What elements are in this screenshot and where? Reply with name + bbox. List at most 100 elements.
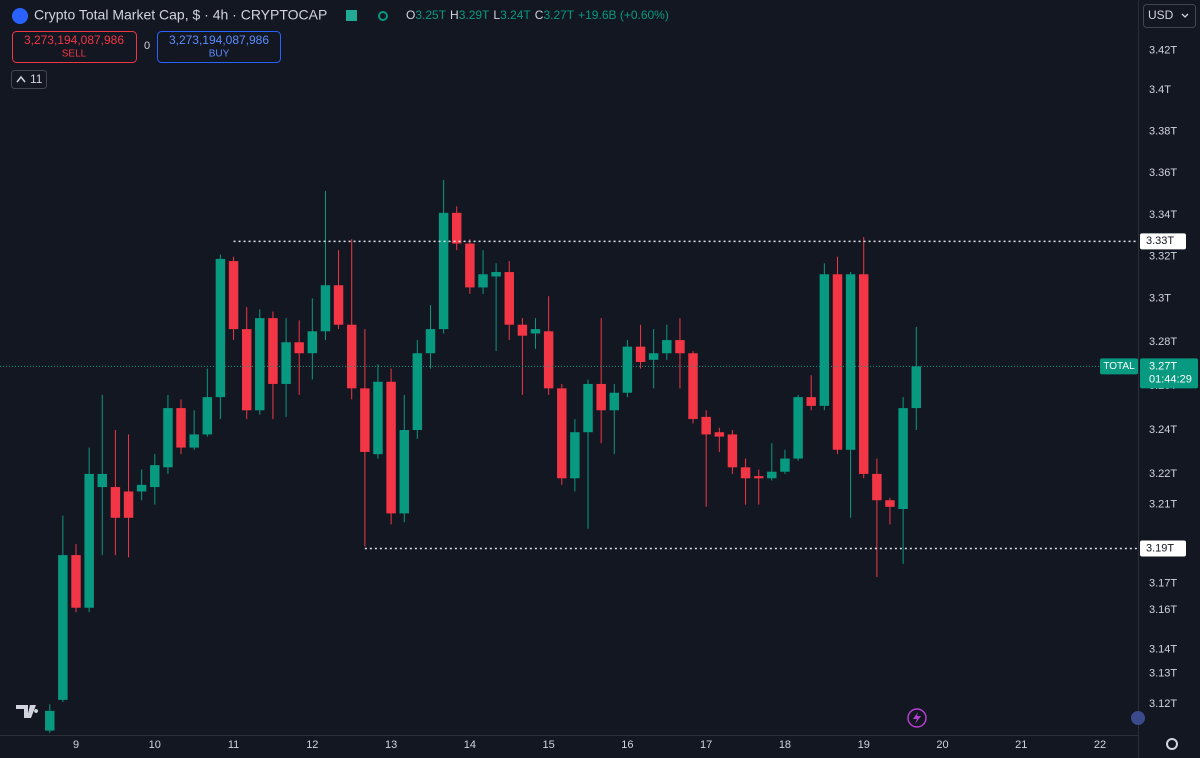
x-tick-label: 14	[464, 739, 476, 751]
symbol-label: TOTAL	[1103, 361, 1135, 372]
candle-body	[858, 274, 869, 474]
chevron-icon	[16, 75, 26, 83]
candle-body	[714, 432, 725, 437]
candle-body	[58, 555, 68, 700]
candle-body	[635, 346, 646, 363]
region-icon[interactable]	[1131, 711, 1145, 725]
candle-body	[150, 465, 160, 488]
settings-icon[interactable]	[1166, 738, 1178, 750]
candle-body	[386, 381, 396, 514]
candle-body	[176, 408, 186, 448]
x-tick-label: 22	[1094, 739, 1106, 751]
ohlc-value: 3.27T	[543, 8, 574, 22]
candle-body	[740, 467, 751, 479]
candle-body	[268, 318, 278, 384]
ohlc-key: H	[450, 8, 459, 22]
sell-price: 3,273,194,087,986	[24, 33, 124, 47]
candle-body	[163, 408, 173, 468]
candle-body	[543, 331, 554, 389]
buy-button[interactable]	[157, 31, 281, 63]
ohlc-key: L	[493, 8, 500, 22]
x-tick-label: 20	[936, 739, 948, 751]
x-tick-label: 12	[306, 739, 318, 751]
alerts-icon[interactable]	[907, 708, 927, 728]
candle-body	[373, 381, 383, 455]
candle-body	[727, 434, 738, 468]
tradingview-logo	[16, 705, 39, 718]
status-dot	[378, 11, 388, 21]
ohlc-value: 3.29T	[459, 8, 490, 22]
y-tick-label: 3.3T	[1149, 292, 1171, 304]
overlay: Crypto Total Market Cap, $ · 4h · CRYPTO…	[11, 4, 1196, 750]
indicators-toggle[interactable]	[11, 70, 47, 89]
y-tick-label: 3.22T	[1149, 468, 1177, 480]
candle-body	[425, 329, 436, 354]
candle-body	[465, 243, 475, 288]
candle-body	[71, 555, 81, 608]
candle-body	[97, 473, 107, 488]
candle-body	[767, 471, 777, 479]
ohlc-value: 3.25T	[415, 8, 446, 22]
symbol-logo	[12, 8, 28, 24]
candle-body	[845, 274, 856, 450]
candle-body	[609, 392, 619, 411]
x-tick-label: 17	[700, 739, 712, 751]
y-tick-label: 3.24T	[1149, 424, 1177, 436]
candle-body	[136, 484, 147, 492]
y-tick-label: 3.32T	[1149, 251, 1177, 263]
lightning-icon	[913, 712, 921, 724]
ohlc-key: C	[535, 8, 544, 22]
last-price-box	[1140, 358, 1198, 389]
spread: 0	[144, 40, 150, 52]
candle-body	[281, 342, 291, 384]
y-tick-label: 3.42T	[1149, 44, 1177, 56]
candle-body	[320, 285, 331, 332]
y-tick-label: 3.4T	[1149, 84, 1171, 96]
countdown: 01:44:29	[1149, 373, 1192, 385]
candle-body	[557, 388, 567, 479]
buy-price: 3,273,194,087,986	[169, 33, 269, 47]
candle-body	[911, 366, 921, 409]
candle-body	[491, 272, 501, 277]
candle-body	[583, 383, 593, 433]
y-tick-label: 3.12T	[1149, 698, 1177, 710]
candle-body	[806, 397, 816, 406]
y-tick-label: 3.16T	[1149, 604, 1177, 616]
candle-body	[123, 491, 134, 518]
candle-body	[294, 342, 304, 354]
candle-body	[517, 324, 528, 336]
sell-button[interactable]	[12, 31, 137, 63]
candle-body	[451, 212, 462, 244]
y-tick-label: 3.14T	[1149, 643, 1177, 655]
y-tick-label: 3.38T	[1149, 126, 1177, 138]
candle-body	[399, 430, 409, 514]
level-label: 3.19T	[1146, 542, 1174, 554]
candle-body	[885, 500, 895, 507]
x-tick-label: 13	[385, 739, 397, 751]
candle-body	[819, 274, 830, 406]
x-tick-label: 10	[149, 739, 161, 751]
candle-body	[333, 285, 344, 325]
x-tick-label: 11	[228, 739, 239, 751]
x-tick-label: 16	[621, 739, 633, 751]
candle-body	[793, 397, 803, 459]
currency-selector[interactable]	[1143, 4, 1196, 28]
candle-body	[596, 383, 606, 411]
chart-title: Crypto Total Market Cap, $ · 4h · CRYPTO…	[34, 7, 327, 23]
x-tick-label: 18	[779, 739, 791, 751]
ohlc-key: O	[406, 8, 415, 22]
x-tick-label: 15	[543, 739, 555, 751]
candle-body	[570, 432, 580, 479]
candle-body	[701, 416, 711, 435]
sell-label: SELL	[62, 49, 87, 60]
level-label: 3.33T	[1146, 235, 1174, 247]
y-tick-label: 3.36T	[1149, 167, 1177, 179]
candle-body	[412, 353, 423, 431]
symbol-label-box	[1100, 358, 1138, 375]
candle-body	[872, 473, 882, 501]
candle-body	[832, 274, 843, 450]
x-tick-label: 19	[858, 739, 870, 751]
candle-body	[202, 397, 213, 435]
candles	[45, 179, 921, 733]
